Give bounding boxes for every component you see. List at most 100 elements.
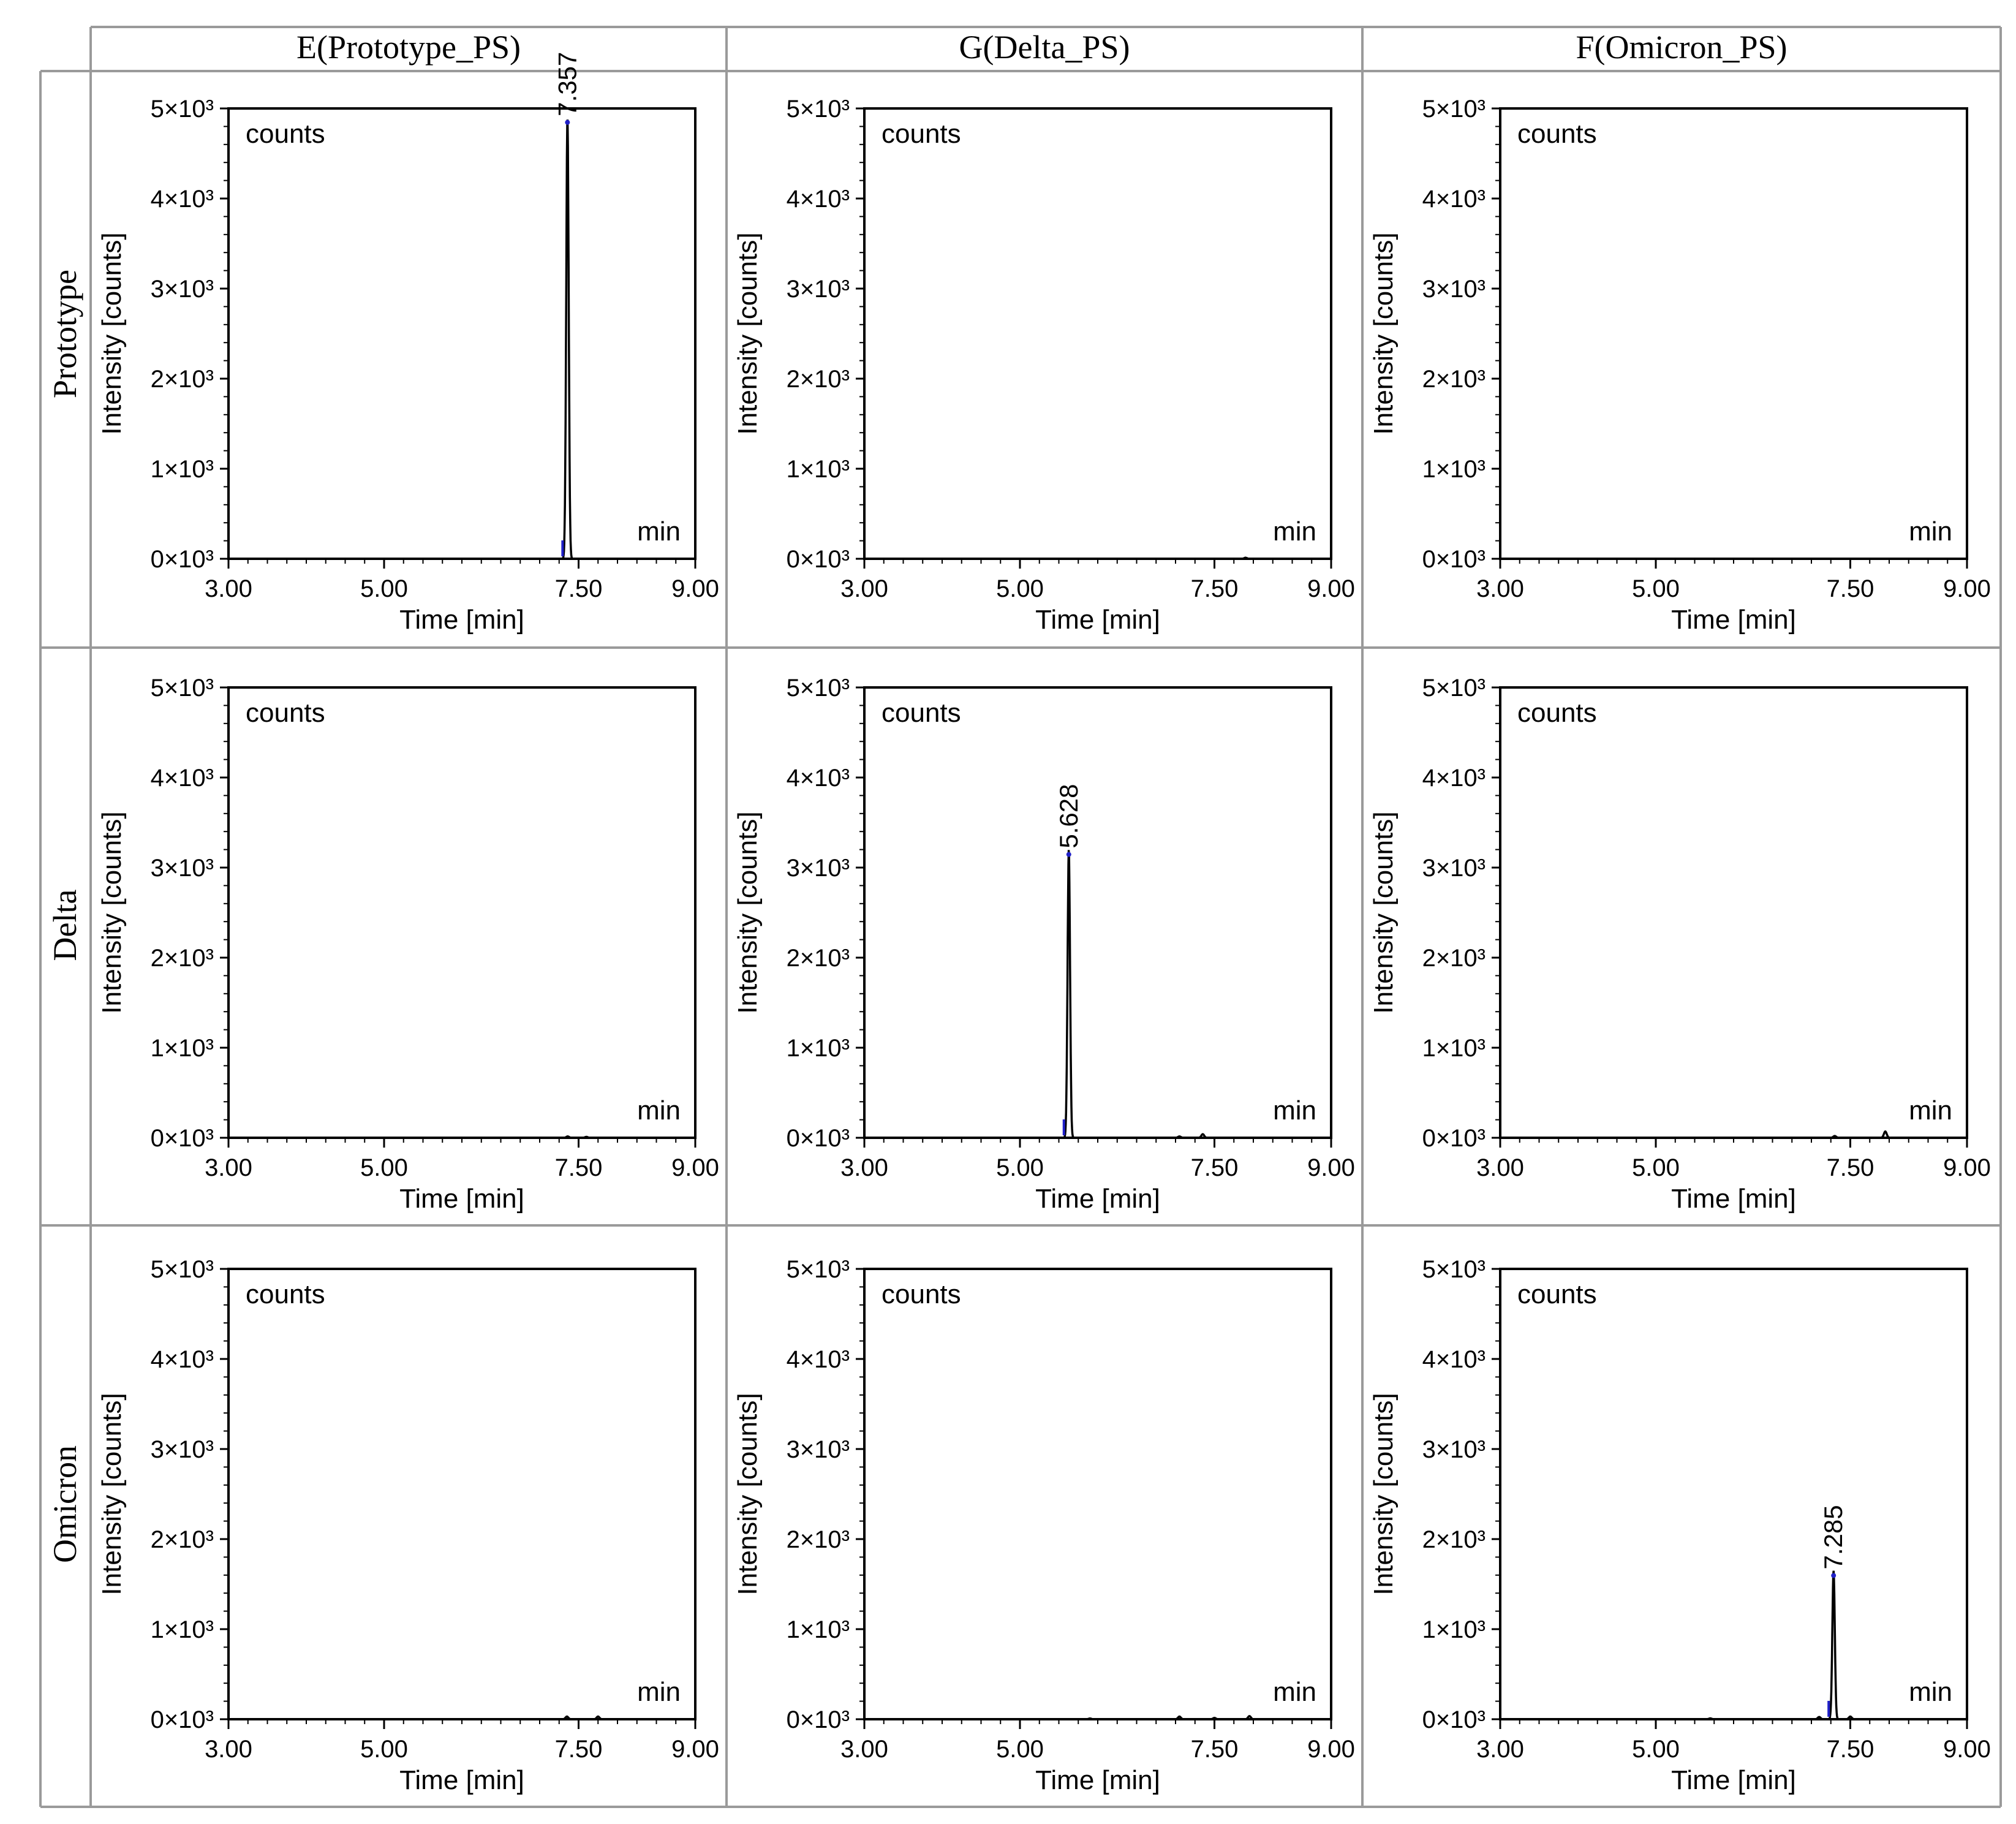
x-tick-label: 9.00 [1307, 1154, 1355, 1181]
x-tick-label: 7.50 [555, 1154, 603, 1181]
row-header-prototype: Prototype [47, 270, 83, 398]
y-tick-label: 0×10³ [787, 1706, 850, 1733]
y-tick-label: 3×10³ [1422, 276, 1486, 303]
chromatogram-panel-3: 0×10³ 1×10³ 2×10³ 3×10³ 4×10³ 5×10³ 3.00 5.00 7.… [1369, 96, 1991, 635]
chromatogram-trace [864, 850, 1331, 1139]
peak-apex-marker [1831, 1573, 1837, 1578]
x-tick-label: 9.00 [1943, 1154, 1991, 1181]
x-tick-label: 5.00 [996, 1154, 1044, 1181]
y-tick-label: 0×10³ [1422, 1706, 1486, 1733]
unit-label: min [1909, 1096, 1952, 1126]
y-tick-label: 2×10³ [1422, 945, 1486, 972]
x-tick-label: 9.00 [1307, 1736, 1355, 1763]
x-axis-label: Time [min] [1035, 1765, 1160, 1795]
y-tick-label: 4×10³ [1422, 765, 1486, 792]
y-axis-label: Intensity [counts] [97, 811, 127, 1013]
y-axis-label: Intensity [counts] [97, 1393, 127, 1595]
y-tick-label: 1×10³ [151, 456, 214, 483]
y-tick-label: 0×10³ [787, 546, 850, 573]
y-axis-label: Intensity [counts] [1369, 1393, 1399, 1595]
x-tick-label: 7.50 [1191, 1154, 1239, 1181]
counts-label: counts [246, 698, 325, 728]
x-axis-label: Time [min] [1035, 605, 1160, 635]
unit-label: min [1909, 1677, 1952, 1707]
counts-label: counts [246, 1279, 325, 1309]
y-tick-label: 1×10³ [787, 1035, 850, 1062]
chromatogram-panel-7: 0×10³ 1×10³ 2×10³ 3×10³ 4×10³ 5×10³ 3.00 5.00 7.… [97, 1256, 719, 1795]
y-tick-label: 0×10³ [151, 1125, 214, 1152]
x-tick-label: 3.00 [1476, 1736, 1524, 1763]
x-tick-label: 3.00 [205, 575, 252, 602]
y-tick-label: 2×10³ [1422, 366, 1486, 393]
x-tick-label: 7.50 [1191, 575, 1239, 602]
y-tick-label: 3×10³ [787, 276, 850, 303]
y-tick-label: 1×10³ [1422, 456, 1486, 483]
chromatogram-panel-8: 0×10³ 1×10³ 2×10³ 3×10³ 4×10³ 5×10³ 3.00 5.00 7.… [733, 1256, 1355, 1795]
plot-frame [1499, 686, 1968, 1139]
plot-frame [1499, 107, 1968, 560]
chromatogram-trace [864, 1715, 1331, 1720]
peak-apex-marker [1066, 852, 1071, 857]
peak-label: 7.285 [1819, 1505, 1848, 1569]
y-tick-label: 1×10³ [787, 1616, 850, 1643]
chromatogram-trace [228, 119, 695, 560]
y-tick-label: 4×10³ [1422, 186, 1486, 213]
y-axis-label: Intensity [counts] [1369, 232, 1399, 434]
x-tick-label: 5.00 [1632, 575, 1680, 602]
y-tick-label: 0×10³ [787, 1125, 850, 1152]
x-axis-label: Time [min] [1671, 1765, 1796, 1795]
y-tick-label: 2×10³ [151, 1526, 214, 1553]
counts-label: counts [882, 1279, 961, 1309]
x-tick-label: 9.00 [1943, 575, 1991, 602]
unit-label: min [637, 1096, 681, 1126]
y-tick-label: 5×10³ [151, 1256, 214, 1283]
y-tick-label: 4×10³ [151, 186, 214, 213]
peak-label: 7.357 [553, 52, 581, 116]
peak-label: 5.628 [1054, 784, 1083, 848]
y-tick-label: 4×10³ [787, 186, 850, 213]
y-tick-label: 4×10³ [1422, 1346, 1486, 1373]
unit-label: min [1273, 517, 1316, 547]
x-tick-label: 3.00 [840, 1736, 888, 1763]
y-tick-label: 3×10³ [1422, 1436, 1486, 1463]
y-tick-label: 0×10³ [151, 1706, 214, 1733]
row-header-omicron: Omicron [47, 1445, 83, 1563]
x-axis-label: Time [min] [1035, 1184, 1160, 1214]
y-tick-label: 0×10³ [151, 546, 214, 573]
x-tick-label: 7.50 [1827, 575, 1874, 602]
y-tick-label: 2×10³ [1422, 1526, 1486, 1553]
counts-label: counts [1517, 698, 1597, 728]
plot-frame [227, 686, 697, 1139]
x-tick-label: 5.00 [1632, 1154, 1680, 1181]
unit-label: min [637, 517, 681, 547]
y-tick-label: 4×10³ [151, 765, 214, 792]
x-axis-label: Time [min] [1671, 605, 1796, 635]
chromatogram-trace [1500, 1130, 1967, 1139]
y-tick-label: 3×10³ [151, 1436, 214, 1463]
y-tick-label: 0×10³ [1422, 546, 1486, 573]
y-tick-label: 2×10³ [787, 1526, 850, 1553]
y-tick-label: 4×10³ [151, 1346, 214, 1373]
unit-label: min [1273, 1096, 1316, 1126]
chromatogram-panel-4: 0×10³ 1×10³ 2×10³ 3×10³ 4×10³ 5×10³ 3.00 5.00 7.… [97, 675, 719, 1214]
x-tick-label: 3.00 [840, 575, 888, 602]
x-axis-label: Time [min] [399, 1184, 524, 1214]
plot-frame [227, 107, 697, 560]
y-tick-label: 4×10³ [787, 765, 850, 792]
chromatogram-panel-1: 0×10³ 1×10³ 2×10³ 3×10³ 4×10³ 5×10³ 3.00 5.00 7.… [97, 52, 719, 635]
x-axis-label: Time [min] [399, 605, 524, 635]
chromatogram-panel-2: 0×10³ 1×10³ 2×10³ 3×10³ 4×10³ 5×10³ 3.00 5.00 7.… [733, 96, 1355, 635]
x-tick-label: 7.50 [1191, 1736, 1239, 1763]
y-tick-label: 3×10³ [787, 1436, 850, 1463]
peak-apex-marker [565, 119, 570, 125]
y-tick-label: 5×10³ [787, 675, 850, 702]
row-header-delta: Delta [47, 890, 83, 961]
y-tick-label: 3×10³ [787, 855, 850, 882]
x-tick-label: 3.00 [1476, 1154, 1524, 1181]
unit-label: min [637, 1677, 681, 1707]
x-tick-label: 7.50 [555, 1736, 603, 1763]
y-tick-label: 1×10³ [151, 1616, 214, 1643]
y-axis-label: Intensity [counts] [733, 811, 763, 1013]
unit-label: min [1909, 517, 1952, 547]
